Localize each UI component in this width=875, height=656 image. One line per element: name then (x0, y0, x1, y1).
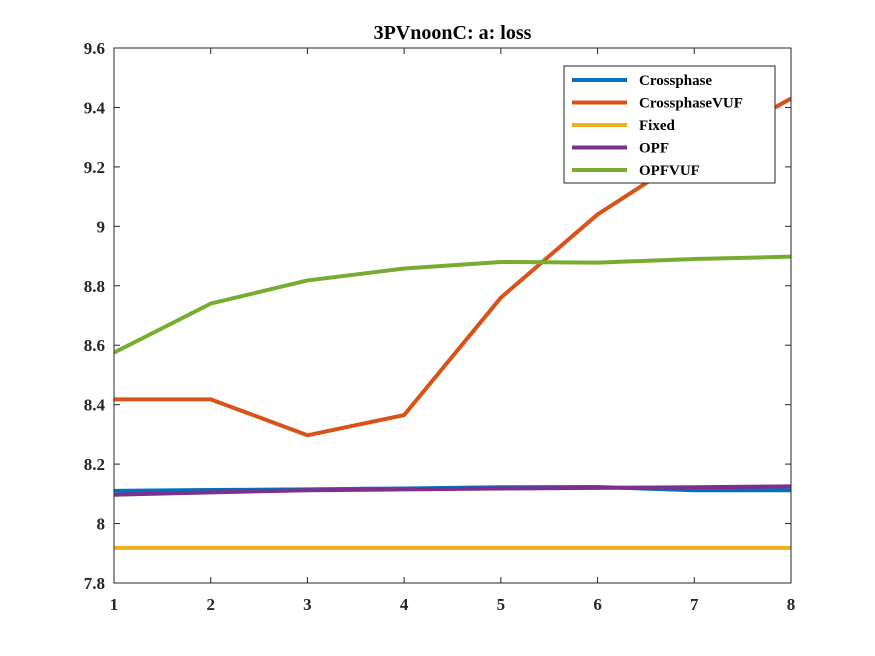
y-tick-label: 9.4 (84, 98, 106, 117)
x-tick-label: 5 (497, 595, 506, 614)
x-tick-label: 2 (206, 595, 215, 614)
series-line-opf (114, 484, 791, 497)
y-tick-label: 9.2 (84, 158, 105, 177)
y-tick-label: 8.2 (84, 455, 105, 474)
y-tick-label: 8.4 (84, 396, 106, 415)
axes-box (113, 47, 792, 584)
x-tick-label: 3 (303, 595, 312, 614)
series-line-opfvuf (114, 254, 791, 355)
x-tick-label: 7 (690, 595, 699, 614)
legend-label-fixed: Fixed (639, 118, 675, 134)
y-tick-label: 7.8 (84, 574, 105, 593)
x-tick-label: 1 (110, 595, 119, 614)
legend-label-opfvuf: OPFVUF (639, 163, 700, 179)
y-tick-label: 8.8 (84, 277, 105, 296)
y-tick-label: 9 (97, 217, 106, 236)
ticks: 1 2 3 4 5 6 7 8 7.8 8 8.2 8.4 8.6 8.8 9 9.2 9.4 9.6 (84, 39, 796, 614)
y-tick-label: 8.6 (84, 336, 105, 355)
chart-title: 3PVnoonC: a: loss (374, 22, 532, 44)
x-tick-label: 4 (400, 595, 409, 614)
x-tick-label: 6 (593, 595, 602, 614)
legend-label-opf: OPF (639, 141, 669, 157)
legend-label-crossphase: Crossphase (639, 73, 712, 89)
y-tick-label: 9.6 (84, 39, 105, 58)
legend: Crossphase CrossphaseVUF Fixed OPF OPFVUF (563, 65, 776, 184)
axes (113, 47, 792, 584)
x-tick-label: 8 (787, 595, 796, 614)
y-tick-label: 8 (97, 515, 106, 534)
legend-label-crossphasevuf: CrossphaseVUF (639, 96, 743, 112)
